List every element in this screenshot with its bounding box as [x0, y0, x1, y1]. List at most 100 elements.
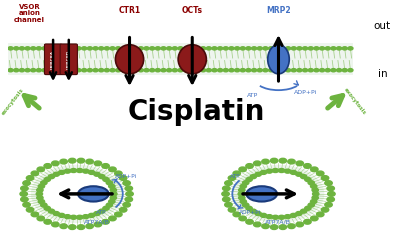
- Circle shape: [228, 176, 236, 180]
- Circle shape: [70, 47, 76, 50]
- Circle shape: [110, 69, 115, 72]
- Circle shape: [308, 69, 313, 72]
- Circle shape: [250, 209, 256, 213]
- Circle shape: [308, 47, 313, 50]
- Circle shape: [93, 47, 98, 50]
- Ellipse shape: [116, 45, 144, 74]
- Ellipse shape: [78, 186, 109, 202]
- Circle shape: [233, 171, 240, 176]
- Circle shape: [82, 69, 87, 72]
- Circle shape: [31, 69, 36, 72]
- Circle shape: [155, 69, 160, 72]
- Text: in: in: [378, 69, 387, 79]
- Circle shape: [257, 47, 262, 50]
- Circle shape: [138, 47, 143, 50]
- Circle shape: [82, 47, 87, 50]
- Circle shape: [233, 212, 240, 217]
- Circle shape: [252, 69, 257, 72]
- Circle shape: [31, 171, 38, 176]
- Circle shape: [115, 212, 122, 217]
- Circle shape: [234, 47, 240, 50]
- Circle shape: [312, 192, 319, 196]
- Circle shape: [109, 200, 115, 204]
- Circle shape: [304, 164, 311, 168]
- Circle shape: [120, 207, 127, 212]
- Circle shape: [19, 69, 24, 72]
- Circle shape: [321, 176, 329, 180]
- Circle shape: [302, 47, 308, 50]
- Circle shape: [325, 47, 330, 50]
- Circle shape: [272, 215, 278, 219]
- Circle shape: [59, 69, 64, 72]
- Circle shape: [229, 47, 234, 50]
- Circle shape: [87, 47, 92, 50]
- Circle shape: [94, 222, 102, 227]
- Circle shape: [109, 184, 115, 188]
- Circle shape: [184, 47, 189, 50]
- Circle shape: [76, 47, 81, 50]
- Circle shape: [53, 69, 58, 72]
- Circle shape: [178, 69, 183, 72]
- Circle shape: [327, 197, 334, 202]
- Text: CTR1: CTR1: [118, 6, 140, 15]
- Circle shape: [26, 176, 34, 180]
- Circle shape: [229, 69, 234, 72]
- Circle shape: [68, 158, 76, 163]
- Circle shape: [311, 216, 318, 221]
- Circle shape: [234, 69, 240, 72]
- Circle shape: [26, 207, 34, 212]
- Circle shape: [144, 69, 149, 72]
- Text: out: out: [374, 21, 391, 31]
- Circle shape: [125, 186, 132, 191]
- Circle shape: [155, 47, 160, 50]
- Circle shape: [297, 47, 302, 50]
- Circle shape: [189, 69, 194, 72]
- Circle shape: [300, 175, 307, 179]
- Circle shape: [64, 215, 71, 219]
- Circle shape: [125, 197, 132, 202]
- Circle shape: [86, 159, 93, 164]
- Circle shape: [103, 178, 109, 182]
- Circle shape: [266, 169, 272, 173]
- Circle shape: [312, 196, 318, 200]
- Circle shape: [87, 69, 92, 72]
- Circle shape: [212, 47, 217, 50]
- Circle shape: [296, 161, 304, 166]
- Text: exocytosis: exocytosis: [1, 87, 25, 116]
- Text: MRP2: MRP2: [266, 6, 291, 15]
- Circle shape: [44, 164, 51, 168]
- Circle shape: [225, 181, 232, 185]
- Circle shape: [268, 47, 274, 50]
- Circle shape: [58, 170, 65, 174]
- Circle shape: [278, 168, 285, 172]
- Circle shape: [242, 203, 249, 207]
- Circle shape: [99, 175, 105, 179]
- Circle shape: [257, 69, 262, 72]
- Circle shape: [252, 47, 257, 50]
- Circle shape: [77, 225, 85, 229]
- Circle shape: [296, 172, 302, 176]
- Circle shape: [42, 69, 47, 72]
- Text: ATP: ATP: [230, 174, 240, 179]
- Circle shape: [279, 158, 286, 163]
- Circle shape: [238, 192, 244, 196]
- Circle shape: [167, 69, 172, 72]
- Circle shape: [331, 69, 336, 72]
- Circle shape: [270, 225, 278, 229]
- Circle shape: [310, 184, 317, 188]
- Circle shape: [297, 69, 302, 72]
- Circle shape: [102, 164, 109, 168]
- Circle shape: [70, 168, 77, 172]
- Circle shape: [88, 213, 95, 217]
- Circle shape: [65, 69, 70, 72]
- Circle shape: [246, 173, 311, 215]
- Circle shape: [222, 197, 230, 202]
- Circle shape: [42, 47, 47, 50]
- Circle shape: [99, 47, 104, 50]
- Circle shape: [138, 69, 143, 72]
- Circle shape: [94, 211, 100, 216]
- Circle shape: [348, 47, 353, 50]
- FancyBboxPatch shape: [60, 44, 78, 75]
- Circle shape: [106, 203, 112, 207]
- Circle shape: [308, 181, 314, 185]
